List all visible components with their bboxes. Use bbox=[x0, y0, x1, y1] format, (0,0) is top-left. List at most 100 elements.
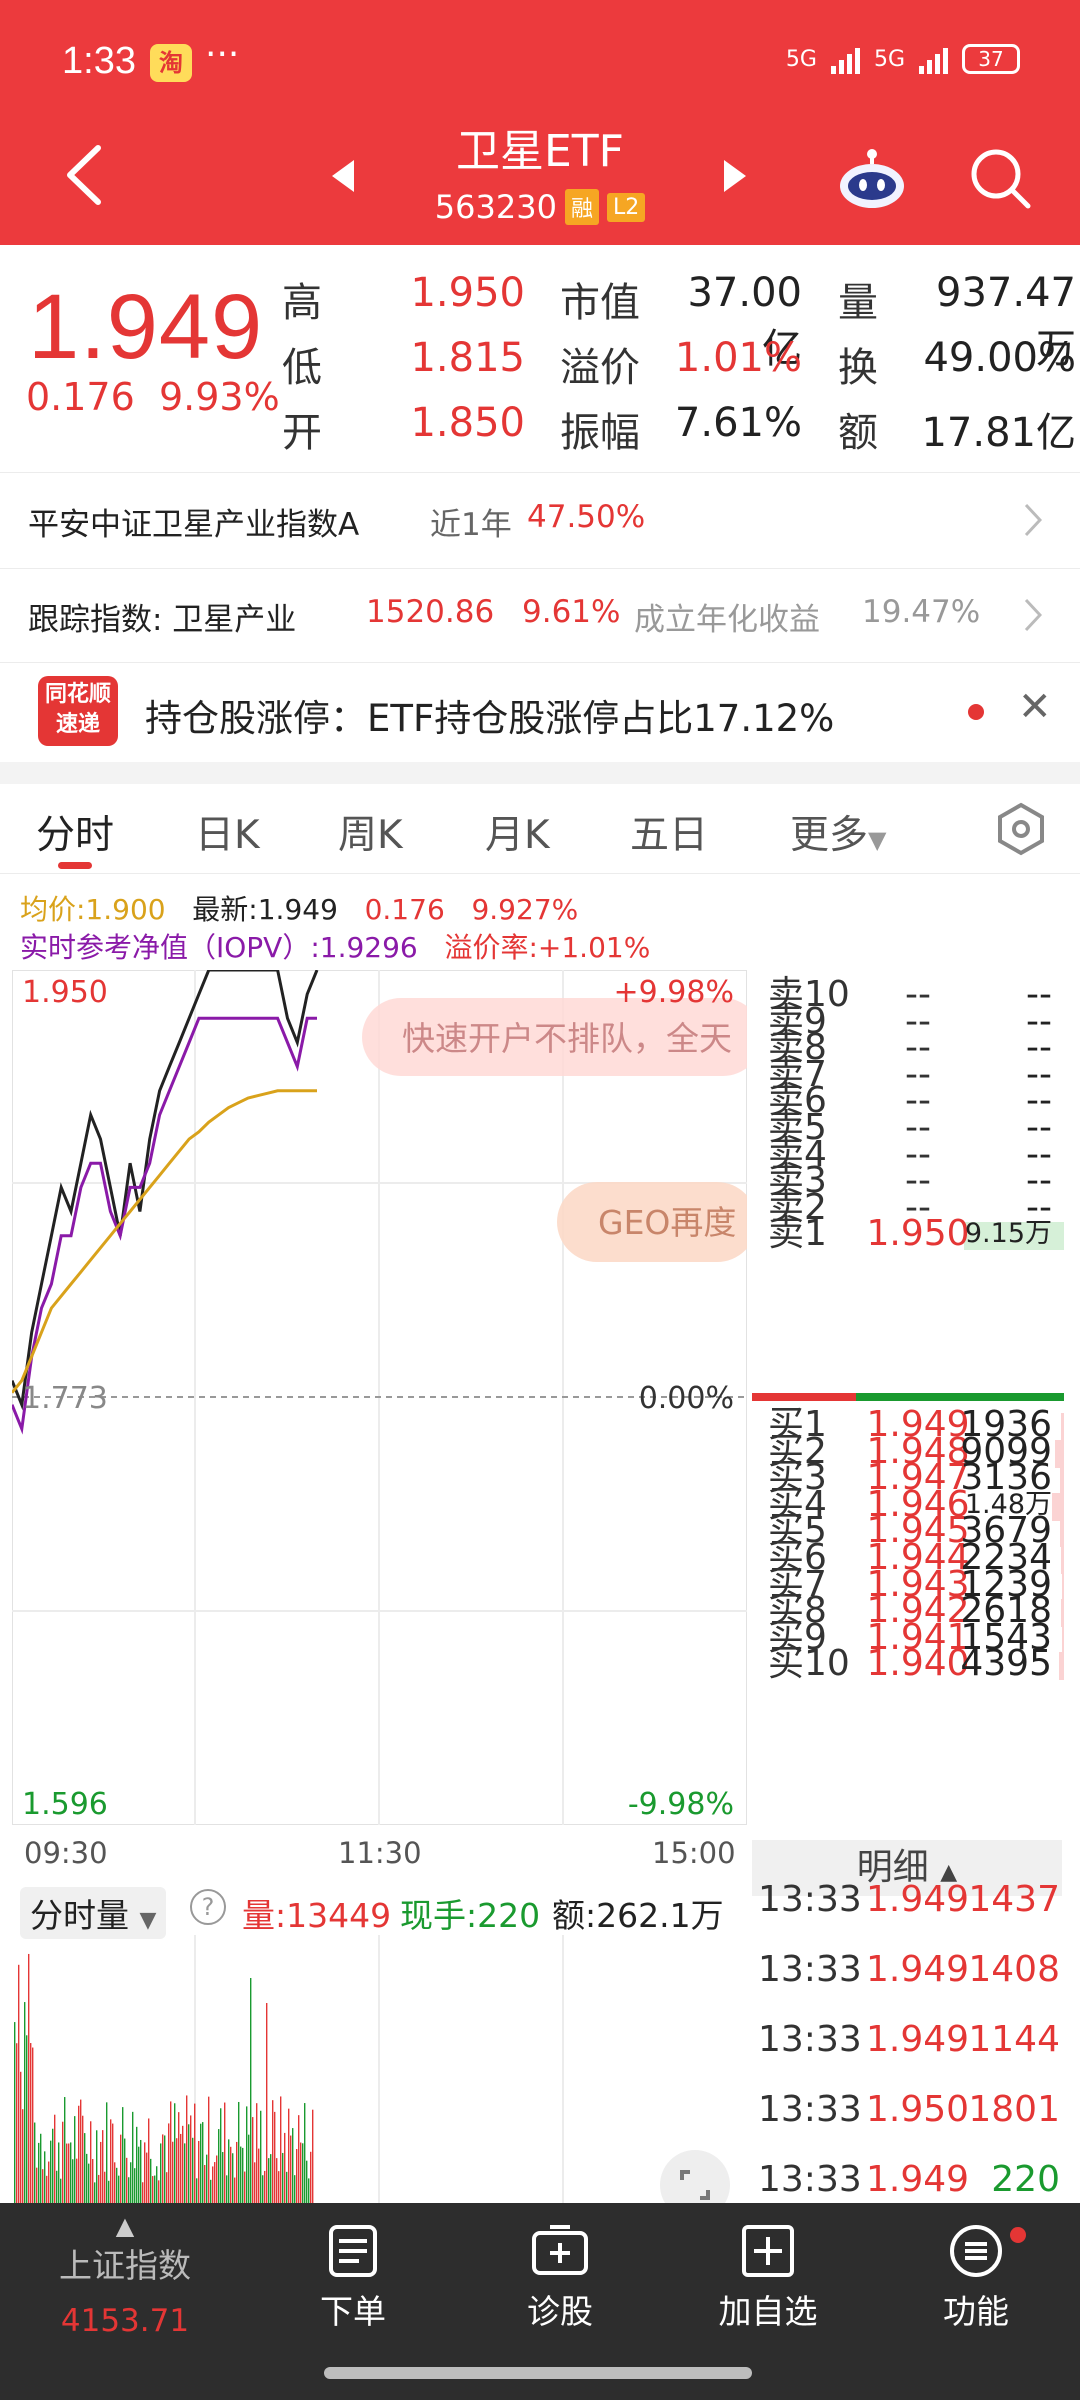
tab-monthly-k[interactable]: 月K bbox=[485, 813, 550, 858]
trade-detail-row[interactable]: 13:33 1.949 1144 bbox=[758, 2018, 1064, 2062]
nav-order[interactable]: 下单 bbox=[283, 2223, 423, 2333]
volume-bar bbox=[140, 2139, 142, 2203]
order-book-sell-row[interactable]: 卖3 -- -- bbox=[752, 1161, 1064, 1201]
nav-functions-label: 功能 bbox=[943, 2292, 1009, 2331]
chart-period-tabs: 分时 日K 周K 月K 五日 更多▼ bbox=[0, 784, 1080, 874]
volume-bar bbox=[62, 2121, 64, 2203]
volume-bar bbox=[110, 2119, 112, 2203]
volume-bar bbox=[154, 2175, 156, 2203]
volume-bars bbox=[14, 1953, 314, 2203]
tracking-index-change: 9.61% bbox=[522, 594, 621, 630]
order-book-sell-row[interactable]: 卖4 -- -- bbox=[752, 1134, 1064, 1175]
order-book-buy-row[interactable]: 买6 1.944 2234 bbox=[752, 1538, 1064, 1578]
trade-price: 1.949 bbox=[866, 2019, 970, 2060]
volume-chart[interactable] bbox=[12, 1935, 747, 2203]
volume-bar bbox=[266, 2003, 268, 2203]
amount-value: 17.81亿 bbox=[921, 410, 1076, 456]
order-book-buy-row[interactable]: 买9 1.941 1543 bbox=[752, 1617, 1064, 1658]
promo-overlay-1[interactable]: 快速开户不排队，全天 bbox=[362, 998, 747, 1076]
battery-icon: 37 bbox=[962, 44, 1020, 74]
order-book-sell-row[interactable]: 卖2 -- -- bbox=[752, 1187, 1064, 1228]
volume-bar bbox=[168, 2123, 170, 2203]
next-stock-icon[interactable] bbox=[722, 158, 748, 194]
volume-indicator-select[interactable]: 分时量 ▼ bbox=[20, 1887, 167, 1939]
search-icon[interactable] bbox=[968, 146, 1032, 210]
ai-assistant-robot-icon[interactable] bbox=[838, 148, 906, 210]
tab-five-day[interactable]: 五日 bbox=[630, 813, 709, 858]
volume-bar bbox=[178, 2112, 180, 2203]
order-price: -- bbox=[905, 1027, 931, 1069]
volume-bar bbox=[58, 2142, 60, 2203]
order-price: 1.940 bbox=[866, 1643, 970, 1685]
order-book-sell-row[interactable]: 卖1 1.950 9.15万 bbox=[752, 1214, 1064, 1254]
tab-intraday[interactable]: 分时 bbox=[36, 813, 115, 858]
volume-bar bbox=[190, 2115, 192, 2203]
close-icon[interactable]: ✕ bbox=[1018, 684, 1052, 730]
shanghai-index-nav[interactable]: ▲ 上证指数 4153.71 bbox=[40, 2213, 210, 2339]
add-watchlist-icon bbox=[742, 2225, 794, 2277]
order-level-label: 买10 bbox=[768, 1643, 850, 1685]
annual-return-value: 19.47% bbox=[862, 594, 981, 630]
volume-bar bbox=[272, 2100, 274, 2203]
trade-detail-row[interactable]: 13:33 1.950 1801 bbox=[758, 2088, 1064, 2132]
order-book-buy-row[interactable]: 买2 1.948 9099 bbox=[752, 1431, 1064, 1472]
promo-overlay-2[interactable]: GEO再度 bbox=[557, 1182, 747, 1262]
nav-add-watchlist[interactable]: 加自选 bbox=[698, 2223, 838, 2333]
order-book-sell-row[interactable]: 卖6 -- -- bbox=[752, 1081, 1064, 1121]
order-price: 1.945 bbox=[866, 1510, 970, 1552]
order-book[interactable]: 卖10 -- -- 卖9 -- -- 卖8 -- -- 卖7 -- -- 卖6 -- -- 卖5 -- -- 卖4-… bbox=[752, 975, 1064, 1825]
chart-settings-icon[interactable] bbox=[996, 802, 1046, 856]
news-ticker[interactable]: 同花顺 速递 持仓股涨停：ETF持仓股涨停占比17.12% ✕ bbox=[0, 662, 1080, 762]
stock-code: 563230 bbox=[434, 188, 557, 226]
related-fund-row[interactable]: 平安中证卫星产业指数A 近1年 47.50% bbox=[0, 475, 1080, 567]
nav-diagnose[interactable]: 诊股 bbox=[490, 2223, 630, 2333]
trade-detail-header[interactable]: 明细 ▲ bbox=[752, 1840, 1062, 1896]
volume-bar bbox=[112, 2123, 114, 2203]
trade-detail-row[interactable]: 13:33 1.949 220 bbox=[758, 2158, 1064, 2202]
tab-weekly-k[interactable]: 周K bbox=[338, 813, 403, 858]
order-book-buy-row[interactable]: 买1 1.949 1936 bbox=[752, 1405, 1064, 1445]
bid-ratio bbox=[752, 1393, 856, 1401]
order-book-sell-row[interactable]: 卖10 -- -- bbox=[752, 975, 1064, 1015]
order-book-sell-row[interactable]: 卖5 -- -- bbox=[752, 1108, 1064, 1148]
legend-change-pct: 9.927% bbox=[471, 893, 579, 926]
volume-bar bbox=[30, 2043, 32, 2203]
low-label: 低 bbox=[282, 345, 322, 391]
volume-bar bbox=[38, 2142, 40, 2203]
level2-tag[interactable]: L2 bbox=[606, 192, 646, 222]
help-icon[interactable]: ? bbox=[190, 1889, 226, 1925]
nav-functions[interactable]: 功能 bbox=[906, 2223, 1046, 2333]
legend-change: 0.176 bbox=[364, 893, 445, 926]
order-book-buy-row[interactable]: 买7 1.943 1239 bbox=[752, 1564, 1064, 1605]
tab-more[interactable]: 更多▼ bbox=[790, 804, 886, 860]
active-tab-indicator bbox=[58, 862, 92, 869]
intraday-chart[interactable]: 快速开户不排队，全天 GEO再度 1.950 +9.98% 1.773 0.00… bbox=[12, 970, 747, 1825]
trade-detail-row[interactable]: 13:33 1.949 1408 bbox=[758, 1948, 1064, 1992]
trade-time: 13:33 bbox=[758, 2159, 862, 2200]
order-book-buy-row[interactable]: 买4 1.946 1.48万 bbox=[752, 1484, 1064, 1525]
volume-bar bbox=[214, 2162, 216, 2203]
system-home-indicator[interactable] bbox=[324, 2367, 752, 2379]
order-book-sell-row[interactable]: 卖8 -- -- bbox=[752, 1028, 1064, 1068]
previous-stock-icon[interactable] bbox=[330, 158, 356, 194]
order-book-buy-row[interactable]: 买5 1.945 3679 bbox=[752, 1511, 1064, 1551]
time-midday: 11:30 bbox=[338, 1836, 422, 1870]
more-notifications-icon: ··· bbox=[205, 34, 240, 75]
order-level-label: 买5 bbox=[768, 1510, 827, 1552]
price-series-layer bbox=[12, 970, 319, 1435]
order-book-buy-row[interactable]: 买3 1.947 3136 bbox=[752, 1458, 1064, 1498]
volume-indicator-label: 分时量 bbox=[30, 1896, 129, 1935]
order-book-buy-row[interactable]: 买10 1.940 4395 bbox=[752, 1644, 1064, 1684]
volume-bar bbox=[176, 2138, 178, 2203]
back-arrow-icon[interactable] bbox=[60, 140, 110, 210]
order-book-buy-row[interactable]: 买8 1.942 2618 bbox=[752, 1591, 1064, 1631]
change-percent: 9.93% bbox=[158, 375, 280, 419]
tracking-index-row[interactable]: 跟踪指数: 卫星产业 1520.86 9.61% 成立年化收益 19.47% bbox=[0, 570, 1080, 662]
order-book-sell-row[interactable]: 卖7 -- -- bbox=[752, 1054, 1064, 1095]
volume-bar bbox=[300, 2142, 302, 2203]
unread-dot bbox=[968, 704, 984, 720]
order-book-sell-row[interactable]: 卖9 -- -- bbox=[752, 1001, 1064, 1042]
volume-bar bbox=[284, 2132, 286, 2203]
trade-detail-row[interactable]: 13:33 1.949 1437 bbox=[758, 1878, 1064, 1922]
tab-daily-k[interactable]: 日K bbox=[195, 813, 260, 858]
